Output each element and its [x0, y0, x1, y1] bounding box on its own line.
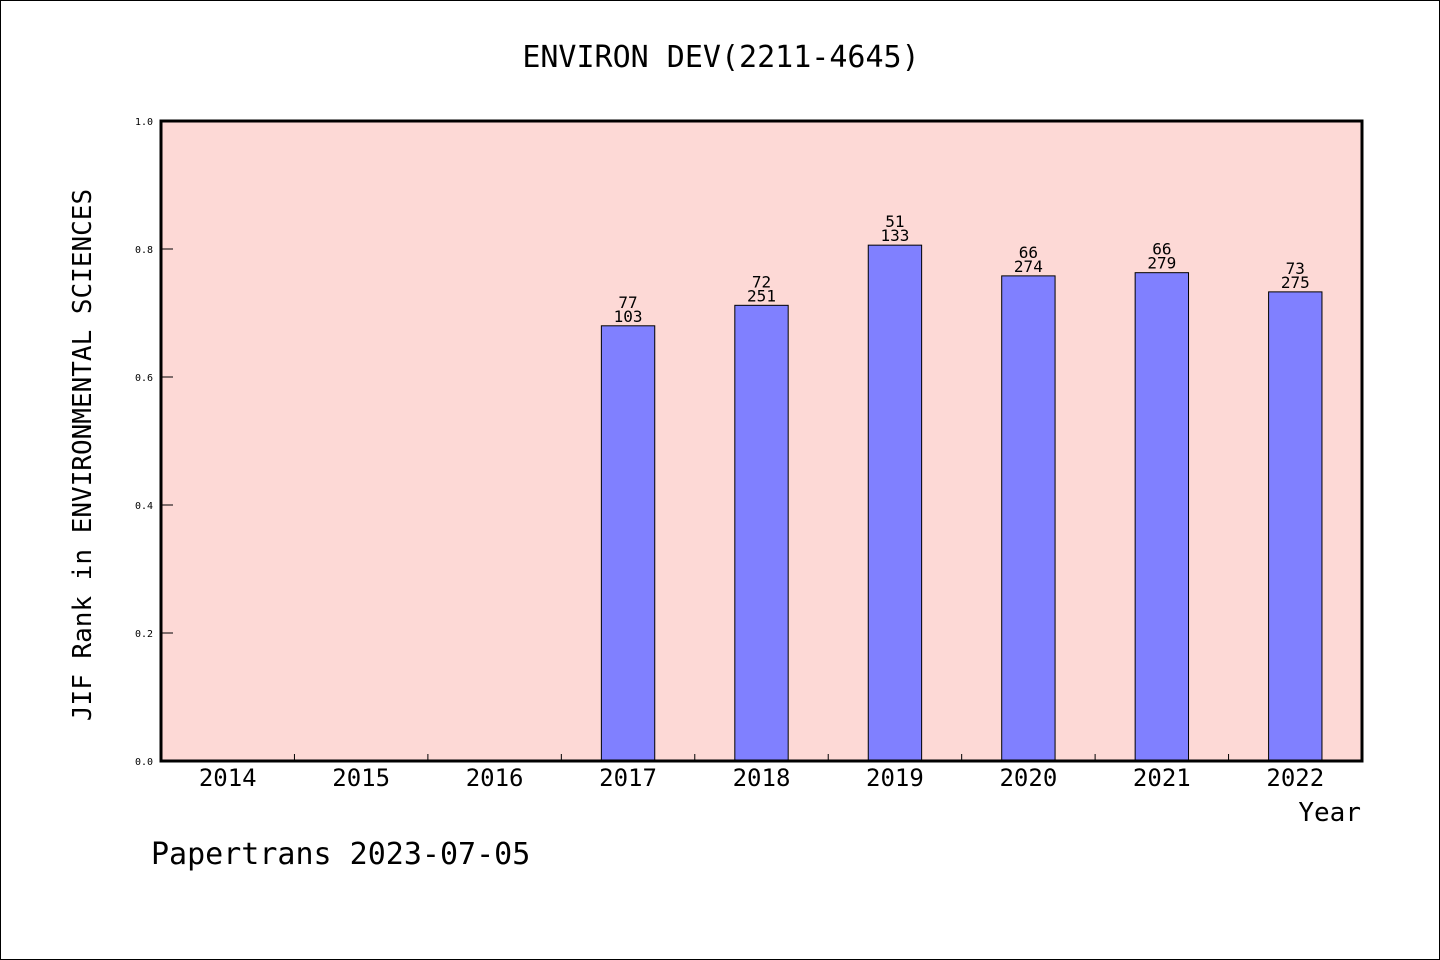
x-axis-title: Year	[1298, 798, 1361, 828]
chart-title: ENVIRON DEV(2211-4645)	[522, 40, 919, 75]
bar-rank-label: 66	[1019, 243, 1038, 262]
x-tick-label: 2022	[1266, 764, 1324, 792]
y-tick-label: 0.2	[135, 629, 153, 640]
x-tick-label: 2014	[199, 764, 257, 792]
bar-total-label: 279	[1147, 254, 1176, 273]
x-tick-label: 2021	[1133, 764, 1191, 792]
bar-2020	[1001, 275, 1056, 762]
x-tick-label: 2018	[733, 764, 791, 792]
bar-2019	[867, 244, 923, 762]
bar-total-label: 103	[614, 307, 643, 326]
bar-rank-label: 51	[885, 212, 904, 231]
x-tick-label: 2019	[866, 764, 924, 792]
y-tick-label: 0.6	[135, 373, 153, 384]
bar-rank-label: 72	[752, 272, 771, 291]
x-tick-label: 2017	[599, 764, 657, 792]
bar-2018	[734, 304, 789, 762]
x-tick-label: 2015	[332, 764, 390, 792]
x-axis: 2014 2015 2016 2017 2018 2019 2020 2021 2022	[199, 754, 1324, 792]
bar-rank-label: 77	[618, 293, 637, 312]
bar-rank-label: 73	[1286, 259, 1305, 278]
bar-2017	[600, 325, 656, 762]
bars-group	[600, 244, 1323, 762]
bar-total-label: 275	[1281, 273, 1310, 292]
y-tick-label: 1.0	[135, 117, 153, 128]
plot-border	[159, 119, 1364, 763]
bar-rank-label: 66	[1152, 240, 1171, 259]
bar-total-label: 251	[747, 286, 776, 305]
bar-2021	[1134, 272, 1190, 762]
y-axis-title: JIF Rank in ENVIRONMENTAL SCIENCES	[68, 189, 98, 721]
x-tick-label: 2016	[466, 764, 524, 792]
bar-total-label: 133	[880, 226, 909, 245]
y-tick-label: 0.0	[135, 757, 153, 768]
y-tick-label: 0.4	[135, 501, 153, 512]
x-tick-label: 2020	[999, 764, 1057, 792]
footer-credit: Papertrans 2023-07-05	[151, 837, 530, 872]
bar-2022	[1268, 291, 1323, 762]
y-tick-label: 0.8	[135, 245, 153, 256]
bar-total-label: 274	[1014, 257, 1043, 276]
